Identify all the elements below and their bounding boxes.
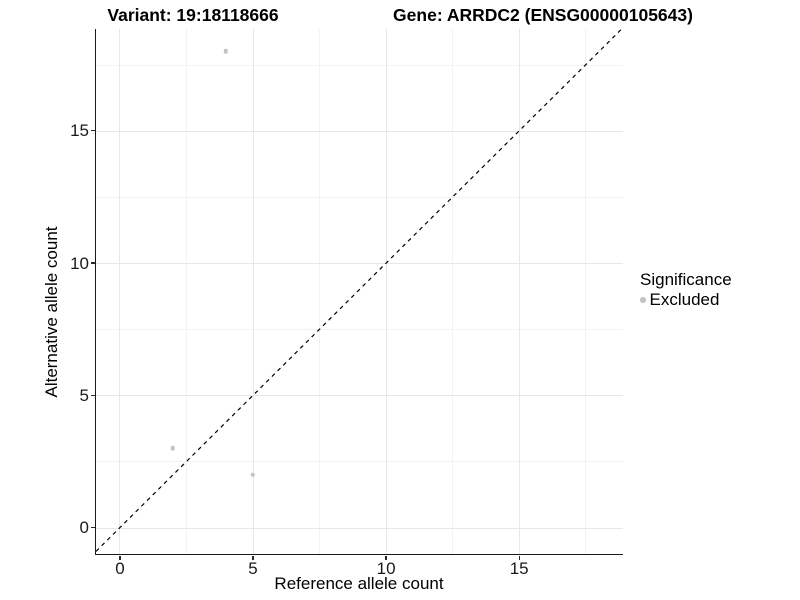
data-point — [170, 445, 175, 451]
gridline-minor — [95, 329, 623, 331]
gridline-minor — [319, 29, 321, 554]
data-point — [250, 472, 255, 477]
y-tick-label: 10 — [70, 253, 89, 273]
legend-item: Excluded — [640, 290, 732, 310]
y-axis-title: Alternative allele count — [42, 226, 61, 398]
y-tick-label: 0 — [79, 518, 89, 538]
gridline-minor — [95, 461, 623, 463]
x-tick-mark — [518, 555, 520, 560]
y-tick-mark — [90, 130, 95, 132]
y-tick-label: 5 — [79, 385, 89, 405]
gridline-minor — [452, 29, 454, 554]
y-tick-mark — [90, 262, 95, 264]
x-tick-mark — [385, 555, 387, 560]
gridline-major — [95, 527, 623, 529]
x-tick-mark — [252, 555, 254, 560]
identity-line — [95, 29, 623, 552]
y-tick-label: 15 — [70, 121, 89, 141]
legend-item-label: Excluded — [649, 290, 720, 309]
legend-title: Significance — [640, 270, 732, 289]
y-tick-mark — [90, 526, 95, 529]
gridline-major — [119, 29, 121, 554]
gridline-minor — [95, 64, 623, 66]
x-tick-label: 5 — [248, 559, 258, 578]
gridline-major — [252, 29, 254, 554]
y-tick-mark — [90, 394, 95, 396]
gridline-major — [385, 29, 387, 554]
gridline-major — [95, 130, 623, 132]
data-point — [223, 49, 229, 54]
gridline-minor — [95, 196, 623, 198]
gridline-major — [95, 263, 623, 265]
x-tick-label: 15 — [509, 559, 529, 578]
gridline-major — [95, 395, 623, 397]
x-tick-label: 0 — [115, 559, 125, 578]
x-tick-mark — [119, 555, 121, 560]
plot-title-gene: Gene: ARRDC2 (ENSG00000105643) — [393, 5, 693, 25]
plot-title-variant: Variant: 19:18118666 — [107, 5, 279, 25]
legend: Significance Excluded — [640, 269, 732, 310]
x-axis-title: Reference allele count — [274, 574, 444, 593]
legend-point-swatch — [640, 297, 646, 303]
gridline-minor — [185, 29, 187, 554]
plot-panel — [94, 29, 623, 555]
gridline-major — [518, 29, 520, 554]
x-tick-label: 10 — [376, 559, 396, 578]
gridline-minor — [585, 29, 587, 554]
